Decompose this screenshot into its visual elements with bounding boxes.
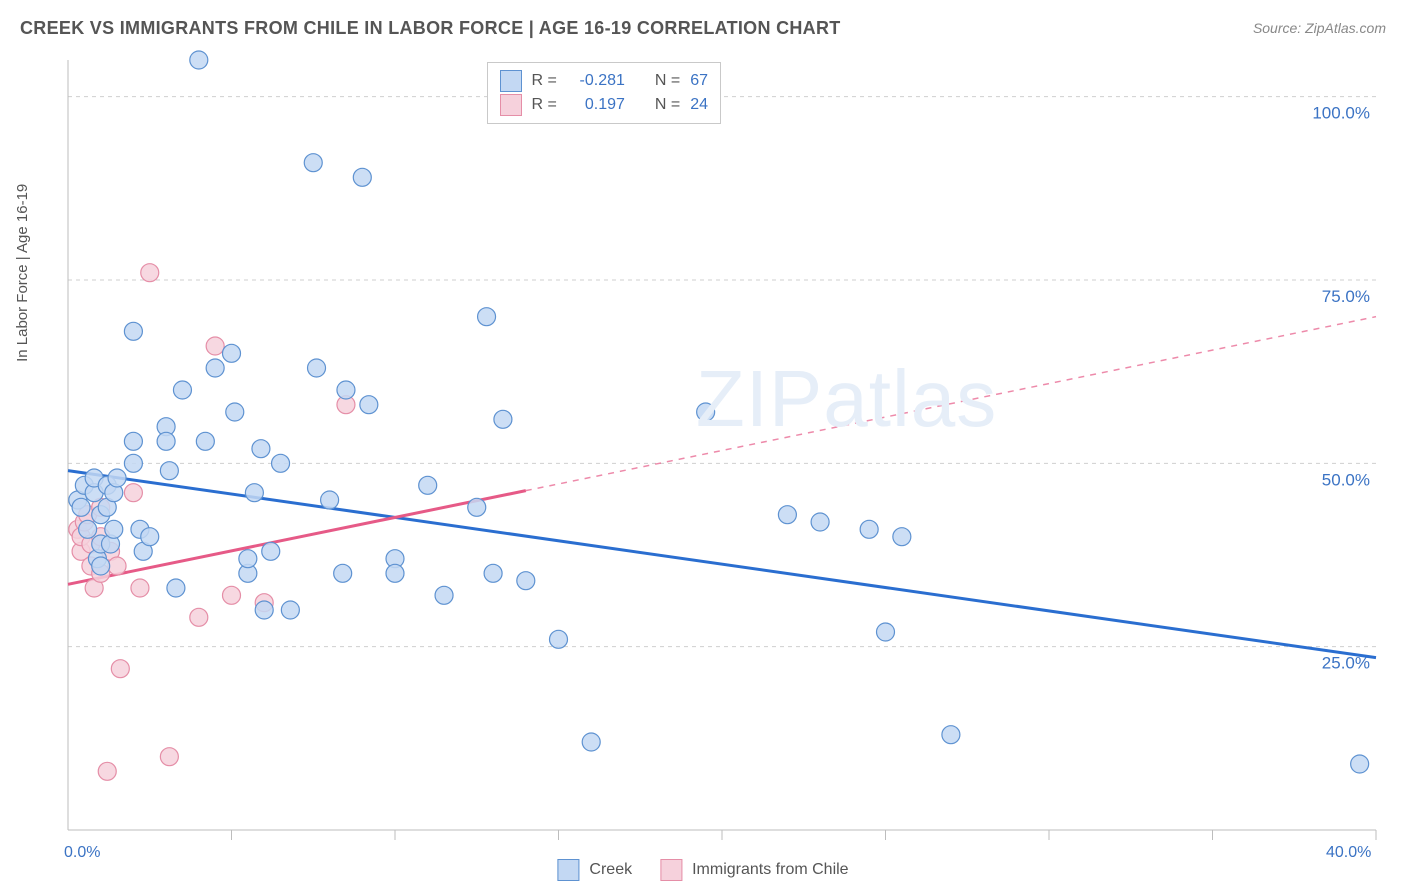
series-legend: Creek Immigrants from Chile (557, 858, 848, 882)
legend-swatch (557, 859, 579, 881)
scatter-chart: 25.0%50.0%75.0%100.0% (20, 50, 1386, 852)
legend-swatch (660, 859, 682, 881)
legend-r-prefix: R = (532, 69, 557, 93)
x-axis-min-label: 0.0% (64, 844, 100, 862)
legend-row: R = -0.281 N = 67 (500, 69, 708, 93)
legend-swatch (500, 94, 522, 116)
series-legend-item: Creek (557, 858, 632, 882)
legend-row: R = 0.197 N = 24 (500, 93, 708, 117)
series-legend-label: Creek (589, 858, 632, 882)
x-axis-max-label: 40.0% (1326, 844, 1371, 862)
correlation-legend: R = -0.281 N = 67 R = 0.197 N = 24 (487, 62, 721, 124)
source-label: Source: ZipAtlas.com (1253, 20, 1386, 36)
svg-text:75.0%: 75.0% (1322, 287, 1370, 306)
legend-r-prefix: R = (532, 93, 557, 117)
svg-text:50.0%: 50.0% (1322, 470, 1370, 489)
legend-n-value: 67 (690, 69, 708, 93)
chart-area: In Labor Force | Age 16-19 25.0%50.0%75.… (20, 50, 1386, 852)
y-axis-label: In Labor Force | Age 16-19 (14, 184, 31, 362)
series-legend-item: Immigrants from Chile (660, 858, 848, 882)
legend-r-value: -0.281 (567, 69, 625, 93)
series-legend-label: Immigrants from Chile (692, 858, 848, 882)
legend-n-prefix: N = (655, 69, 680, 93)
legend-n-prefix: N = (655, 93, 680, 117)
chart-title: CREEK VS IMMIGRANTS FROM CHILE IN LABOR … (20, 18, 841, 38)
svg-text:100.0%: 100.0% (1312, 104, 1370, 123)
legend-n-value: 24 (690, 93, 708, 117)
legend-swatch (500, 70, 522, 92)
legend-r-value: 0.197 (567, 93, 625, 117)
